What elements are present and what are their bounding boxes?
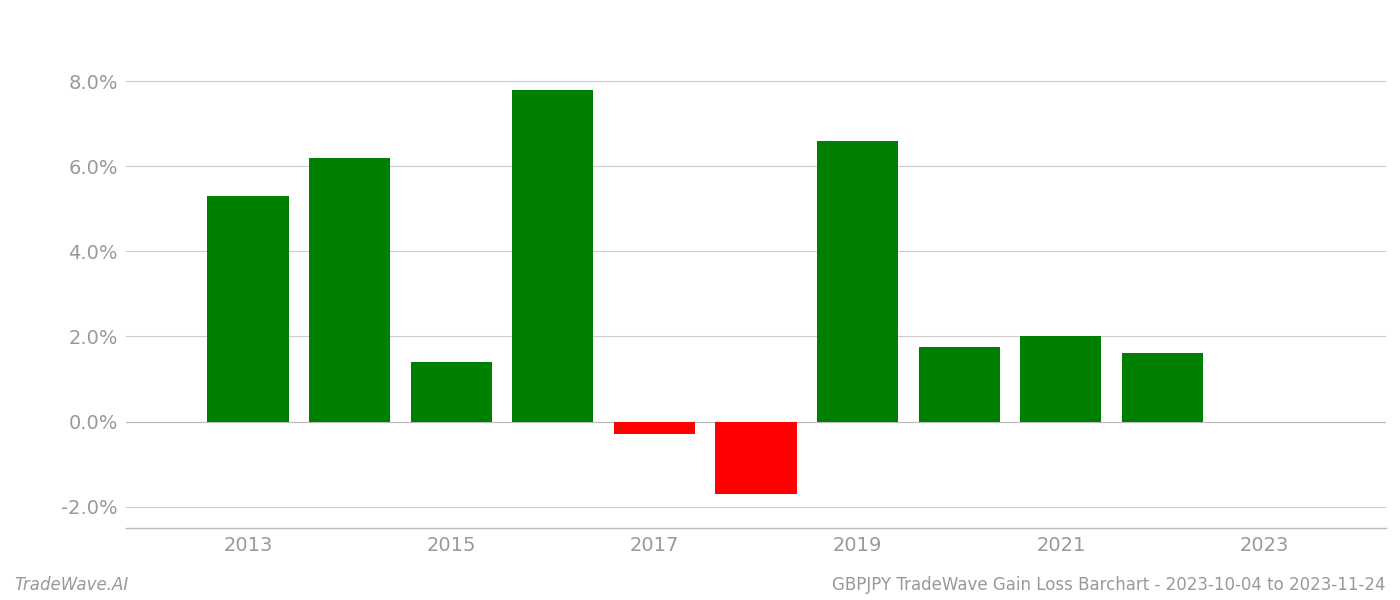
Bar: [512, 89, 594, 422]
Bar: [410, 362, 491, 422]
Bar: [207, 196, 288, 422]
Bar: [1121, 353, 1203, 422]
Bar: [1021, 337, 1102, 422]
Bar: [309, 158, 391, 422]
Bar: [818, 140, 899, 422]
Bar: [918, 347, 1000, 422]
Bar: [613, 422, 694, 434]
Text: TradeWave.AI: TradeWave.AI: [14, 576, 129, 594]
Bar: [715, 422, 797, 494]
Text: GBPJPY TradeWave Gain Loss Barchart - 2023-10-04 to 2023-11-24: GBPJPY TradeWave Gain Loss Barchart - 20…: [833, 576, 1386, 594]
